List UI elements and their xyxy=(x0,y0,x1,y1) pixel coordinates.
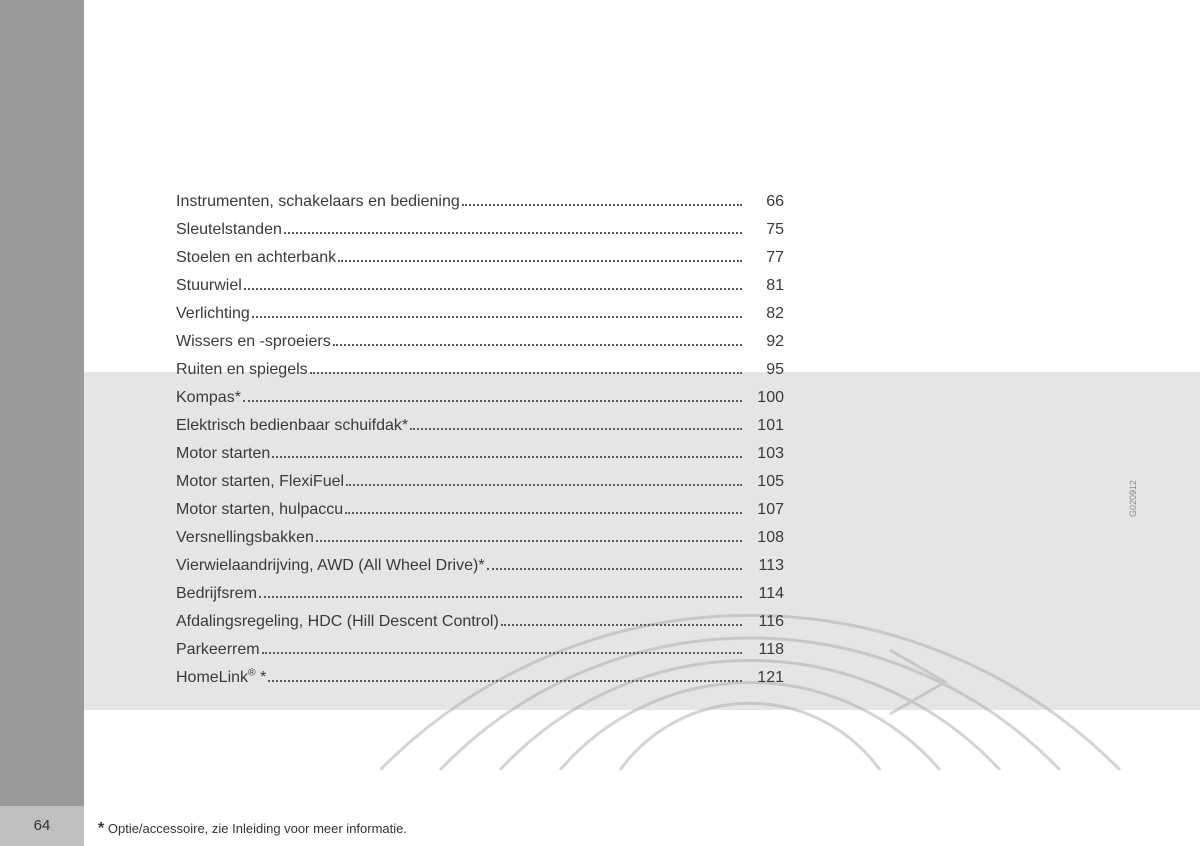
toc-label: Afdalingsregeling, HDC (Hill Descent Con… xyxy=(176,608,499,636)
side-code: G020912 xyxy=(1128,480,1138,517)
table-of-contents: Instrumenten, schakelaars en bediening 66… xyxy=(176,188,784,692)
toc-page: 121 xyxy=(746,664,784,692)
toc-leader-dots xyxy=(338,260,742,262)
toc-label: HomeLink® * xyxy=(176,664,266,692)
toc-leader-dots xyxy=(487,568,742,570)
toc-page: 75 xyxy=(746,216,784,244)
toc-leader-dots xyxy=(284,232,742,234)
toc-page: 100 xyxy=(746,384,784,412)
toc-page: 82 xyxy=(746,300,784,328)
toc-page: 108 xyxy=(746,524,784,552)
toc-page: 107 xyxy=(746,496,784,524)
footnote-star: * xyxy=(98,820,104,837)
toc-label: Parkeerrem xyxy=(176,636,260,664)
toc-leader-dots xyxy=(244,288,742,290)
toc-leader-dots xyxy=(345,512,742,514)
toc-page: 105 xyxy=(746,468,784,496)
left-margin-bar xyxy=(0,0,84,846)
footnote: * Optie/accessoire, zie Inleiding voor m… xyxy=(98,820,407,838)
toc-row: Motor starten 103 xyxy=(176,440,784,468)
toc-label: Ruiten en spiegels xyxy=(176,356,308,384)
toc-leader-dots xyxy=(333,344,742,346)
toc-page: 116 xyxy=(746,608,784,636)
toc-page: 81 xyxy=(746,272,784,300)
toc-leader-dots xyxy=(243,400,742,402)
toc-label: Sleutelstanden xyxy=(176,216,282,244)
toc-page: 77 xyxy=(746,244,784,272)
toc-row: Versnellingsbakken 108 xyxy=(176,524,784,552)
toc-page: 118 xyxy=(746,636,784,664)
toc-page: 103 xyxy=(746,440,784,468)
toc-page: 114 xyxy=(746,580,784,608)
toc-row: Vierwielaandrijving, AWD (All Wheel Driv… xyxy=(176,552,784,580)
toc-label: Stuurwiel xyxy=(176,272,242,300)
toc-row: Stuurwiel 81 xyxy=(176,272,784,300)
toc-row: Elektrisch bedienbaar schuifdak* 101 xyxy=(176,412,784,440)
toc-row: Motor starten, hulpaccu 107 xyxy=(176,496,784,524)
toc-label: Motor starten xyxy=(176,440,270,468)
toc-label: Bedrijfsrem xyxy=(176,580,257,608)
toc-row: Afdalingsregeling, HDC (Hill Descent Con… xyxy=(176,608,784,636)
toc-leader-dots xyxy=(268,680,742,682)
toc-page: 113 xyxy=(746,552,784,580)
toc-row: Motor starten, FlexiFuel 105 xyxy=(176,468,784,496)
toc-row: Ruiten en spiegels 95 xyxy=(176,356,784,384)
toc-label: Versnellingsbakken xyxy=(176,524,314,552)
toc-label: Motor starten, FlexiFuel xyxy=(176,468,344,496)
toc-page: 95 xyxy=(746,356,784,384)
footnote-text: Optie/accessoire, zie Inleiding voor mee… xyxy=(108,821,407,836)
toc-row: Kompas* 100 xyxy=(176,384,784,412)
toc-row: Wissers en -sproeiers 92 xyxy=(176,328,784,356)
toc-leader-dots xyxy=(262,652,742,654)
toc-label: Vierwielaandrijving, AWD (All Wheel Driv… xyxy=(176,552,485,580)
toc-row: Verlichting 82 xyxy=(176,300,784,328)
toc-leader-dots xyxy=(410,428,742,430)
page-number: 64 xyxy=(0,806,84,846)
toc-leader-dots xyxy=(316,540,742,542)
toc-row: Sleutelstanden 75 xyxy=(176,216,784,244)
toc-leader-dots xyxy=(462,204,742,206)
toc-leader-dots xyxy=(252,316,742,318)
toc-row: Stoelen en achterbank 77 xyxy=(176,244,784,272)
toc-label: Wissers en -sproeiers xyxy=(176,328,331,356)
toc-page: 66 xyxy=(746,188,784,216)
toc-leader-dots xyxy=(272,456,742,458)
toc-leader-dots xyxy=(346,484,742,486)
toc-label: Instrumenten, schakelaars en bediening xyxy=(176,188,460,216)
toc-label: Kompas* xyxy=(176,384,241,412)
toc-page: 92 xyxy=(746,328,784,356)
toc-row: Parkeerrem 118 xyxy=(176,636,784,664)
toc-label: Motor starten, hulpaccu xyxy=(176,496,343,524)
toc-leader-dots xyxy=(259,596,742,598)
toc-row: HomeLink® * 121 xyxy=(176,664,784,692)
toc-row: Instrumenten, schakelaars en bediening 66 xyxy=(176,188,784,216)
toc-page: 101 xyxy=(746,412,784,440)
toc-label: Stoelen en achterbank xyxy=(176,244,336,272)
toc-row: Bedrijfsrem 114 xyxy=(176,580,784,608)
toc-label: Verlichting xyxy=(176,300,250,328)
toc-leader-dots xyxy=(501,624,742,626)
toc-label: Elektrisch bedienbaar schuifdak* xyxy=(176,412,408,440)
toc-leader-dots xyxy=(310,372,742,374)
